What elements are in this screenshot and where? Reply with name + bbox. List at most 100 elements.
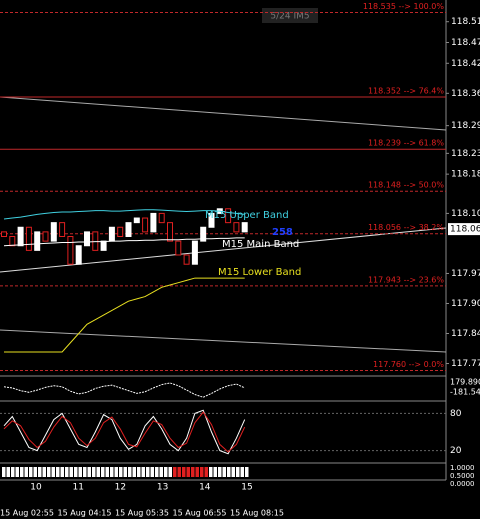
signal-block — [182, 467, 186, 477]
y-tick-label: 118.230 — [451, 149, 480, 159]
time-label: 15 Aug 08:15 — [230, 509, 284, 518]
fib-label: 117.943 --> 23.6% — [368, 275, 444, 284]
band-line — [4, 277, 245, 353]
cci-label: 179.8904 — [450, 378, 480, 387]
signal-block — [56, 467, 60, 477]
time-label: 15 Aug 04:15 — [58, 509, 112, 518]
signal-block — [96, 467, 100, 477]
candle — [150, 212, 157, 233]
signal-block — [87, 467, 91, 477]
signal-block — [20, 467, 24, 477]
signal-block — [101, 467, 105, 477]
signal-block — [15, 467, 19, 477]
candle — [1, 231, 7, 238]
time-label: 15 Aug 05:35 — [115, 509, 169, 518]
candle — [158, 212, 165, 224]
y-tick-label: 118.360 — [451, 89, 480, 99]
candle — [67, 236, 74, 265]
candle — [108, 226, 115, 242]
candle — [142, 217, 149, 233]
signal-block — [51, 467, 55, 477]
candle — [125, 222, 132, 238]
current-price-label: 118.066 — [450, 225, 480, 235]
signal-block — [74, 467, 78, 477]
y-tick-label: 118.425 — [451, 59, 480, 69]
candle — [200, 226, 207, 242]
candle — [241, 222, 248, 233]
band-line — [3, 237, 245, 247]
signal-block — [141, 467, 145, 477]
cci-line — [3, 382, 245, 398]
candle — [25, 226, 32, 251]
oscillator-label: 0.5000 — [450, 472, 475, 480]
signal-block — [132, 467, 136, 477]
oscillator-label: 0.0000 — [450, 480, 475, 488]
candle — [75, 245, 82, 265]
day-label: 10 — [30, 483, 42, 493]
y-tick-label: 118.185 — [451, 170, 480, 180]
signal-block — [209, 467, 213, 477]
watermark-box — [262, 8, 318, 23]
signal-block — [60, 467, 64, 477]
fib-label: 118.352 --> 76.4% — [368, 87, 444, 96]
candle — [17, 226, 24, 247]
signal-block — [65, 467, 69, 477]
signal-block — [236, 467, 240, 477]
y-tick-label: 118.100 — [451, 209, 480, 219]
signal-block — [150, 467, 154, 477]
y-tick-label: 117.970 — [451, 269, 480, 279]
candle — [225, 208, 232, 224]
y-tick-label: 80 — [450, 409, 462, 419]
legend-label: M15 Main Band — [222, 239, 299, 250]
candle — [175, 240, 182, 256]
signal-block — [146, 467, 150, 477]
y-tick-label: 117.905 — [451, 299, 480, 309]
current-price-box — [448, 223, 480, 236]
candle — [100, 240, 107, 251]
candle — [233, 222, 240, 233]
day-label: 13 — [157, 483, 168, 493]
signal-block — [155, 467, 159, 477]
day-label: 11 — [72, 483, 83, 493]
candle — [167, 222, 173, 242]
oscillator-label: 1.0000 — [450, 464, 475, 472]
signal-block — [200, 467, 204, 477]
trend-line — [0, 329, 447, 353]
signal-block — [92, 467, 96, 477]
candle — [84, 231, 90, 247]
signal-block — [33, 467, 37, 477]
signal-block — [119, 467, 123, 477]
signal-block — [231, 467, 235, 477]
signal-block — [195, 467, 199, 477]
signal-block — [186, 467, 190, 477]
y-tick-label: 117.840 — [451, 329, 480, 339]
signal-block — [191, 467, 195, 477]
signal-block — [213, 467, 217, 477]
signal-block — [173, 467, 177, 477]
y-tick-label: 118.515 — [451, 17, 480, 27]
signal-block — [2, 467, 6, 477]
day-label: 12 — [115, 483, 126, 493]
signal-block — [38, 467, 42, 477]
trend-line — [0, 227, 447, 273]
y-tick-label: 20 — [450, 446, 462, 456]
signal-block — [218, 467, 222, 477]
signal-block — [29, 467, 33, 477]
signal-block — [24, 467, 28, 477]
fib-label: 118.535 --> 100.0% — [363, 2, 445, 11]
signal-block — [114, 467, 118, 477]
signal-block — [123, 467, 127, 477]
candle — [117, 226, 124, 238]
fib-label: 118.239 --> 61.8% — [368, 139, 444, 148]
signal-block — [105, 467, 109, 477]
signal-block — [128, 467, 132, 477]
candle — [34, 231, 41, 251]
signal-block — [168, 467, 172, 477]
signal-block — [78, 467, 82, 477]
y-tick-label: 118.290 — [451, 121, 480, 131]
stochastic-signal — [3, 411, 246, 453]
count-label: 258 — [272, 227, 293, 238]
signal-block — [159, 467, 163, 477]
signal-block — [245, 467, 249, 477]
